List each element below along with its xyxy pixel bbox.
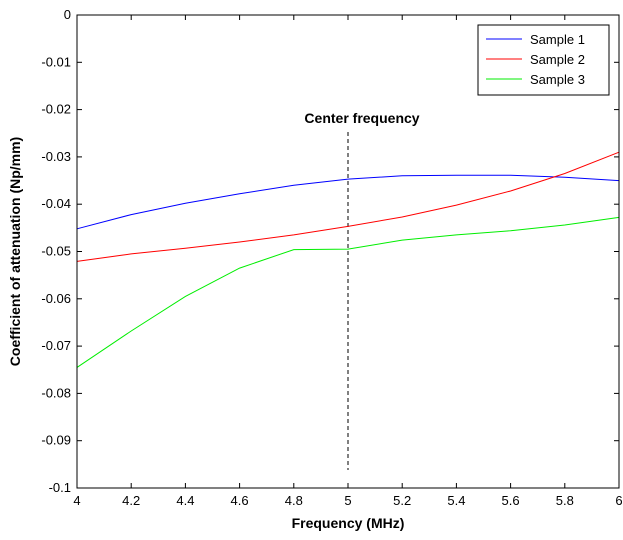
y-axis-ticks: 0 -0.01 -0.02 -0.03 -0.04 -0.05 -0.06 -0.07 -0.0… <box>41 7 619 495</box>
x-tick-label: 4 <box>73 493 80 508</box>
x-tick-label: 5.2 <box>393 493 411 508</box>
series-line-sample-3 <box>76 216 620 368</box>
x-tick-label: 4.8 <box>285 493 303 508</box>
x-tick-label: 4.4 <box>176 493 194 508</box>
series-line-sample-2 <box>76 151 620 262</box>
center-frequency-label: Center frequency <box>304 110 419 126</box>
y-tick-label: -0.1 <box>49 480 71 495</box>
y-tick-label: -0.02 <box>41 102 71 117</box>
x-tick-label: 4.6 <box>231 493 249 508</box>
x-tick-label: 5.6 <box>502 493 520 508</box>
y-tick-label: -0.08 <box>41 385 71 400</box>
legend-box <box>477 24 610 96</box>
legend-label: Sample 1 <box>530 32 585 47</box>
y-tick-label: -0.05 <box>41 244 71 259</box>
x-tick-label: 5 <box>344 493 351 508</box>
legend: Sample 1 Sample 2 Sample 3 <box>477 24 610 96</box>
y-tick-label: -0.07 <box>41 338 71 353</box>
y-tick-label: -0.04 <box>41 196 71 211</box>
x-axis-ticks: 4 4.2 4.4 4.6 4.8 5 5.2 5.4 5.6 5.8 6 <box>73 15 623 508</box>
plot-frame <box>76 14 620 489</box>
x-tick-label: 5.8 <box>556 493 574 508</box>
y-tick-label: -0.09 <box>41 433 71 448</box>
y-tick-label: -0.06 <box>41 291 71 306</box>
x-axis-title: Frequency (MHz) <box>292 515 405 531</box>
y-tick-label: 0 <box>64 7 71 22</box>
series-lines <box>76 151 620 368</box>
y-tick-label: -0.01 <box>41 54 71 69</box>
y-axis-title: Coefficient of attenuation (Np/mm) <box>7 137 23 366</box>
legend-label: Sample 3 <box>530 72 585 87</box>
x-tick-label: 5.4 <box>447 493 465 508</box>
y-tick-label: -0.03 <box>41 149 71 164</box>
x-tick-label: 4.2 <box>122 493 140 508</box>
x-tick-label: 6 <box>615 493 622 508</box>
legend-label: Sample 2 <box>530 52 585 67</box>
series-line-sample-1 <box>76 174 620 230</box>
